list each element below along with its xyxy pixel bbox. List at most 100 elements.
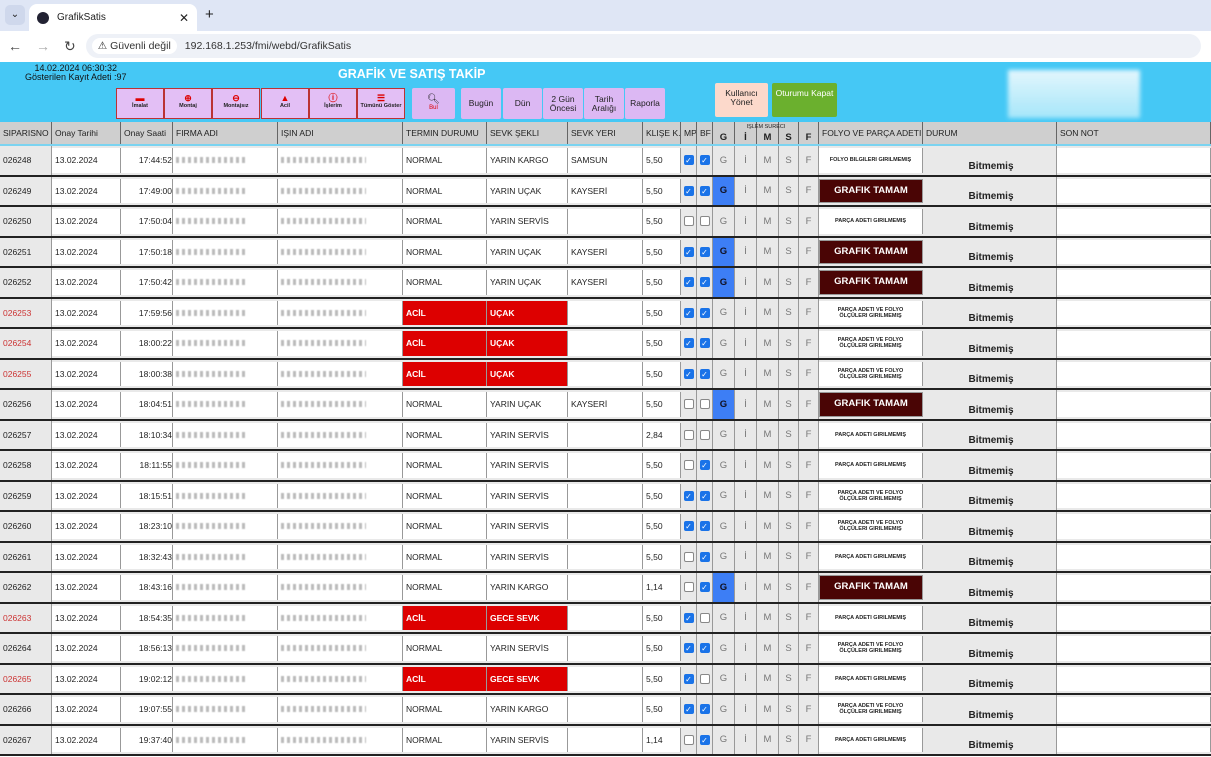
- shipping-location[interactable]: [568, 514, 643, 539]
- process-step-f[interactable]: F: [799, 176, 819, 205]
- job-name[interactable]: [278, 666, 403, 691]
- process-step-m[interactable]: M: [757, 359, 779, 388]
- company-name[interactable]: [173, 178, 278, 203]
- shipping-location[interactable]: [568, 575, 643, 600]
- forward-arrow-icon[interactable]: →: [36, 38, 50, 54]
- mp-checkbox[interactable]: ✓: [683, 490, 694, 501]
- cliche-count[interactable]: 5,50: [643, 453, 681, 478]
- process-step-f[interactable]: F: [799, 146, 819, 175]
- process-step-m[interactable]: M: [757, 695, 779, 724]
- process-step-m[interactable]: M: [757, 298, 779, 327]
- column-header[interactable]: FOLYO VE PARÇA ADETI: [819, 122, 923, 144]
- process-step-i[interactable]: İ: [735, 268, 757, 297]
- table-row[interactable]: 026258 13.02.2024 18:11:55 NORMAL YARIN SERV…: [0, 451, 1211, 482]
- process-step-g[interactable]: G: [713, 725, 735, 754]
- bf-checkbox-cell[interactable]: ✓: [697, 512, 713, 541]
- folyo-status[interactable]: PARÇA ADETI VE FOLYO ÖLÇÜLERI GIRILMEMIŞ: [819, 331, 923, 356]
- termin-status[interactable]: NORMAL: [403, 148, 487, 173]
- job-name[interactable]: [278, 422, 403, 447]
- process-step-s[interactable]: S: [779, 237, 799, 266]
- process-step-m[interactable]: M: [757, 512, 779, 541]
- mp-checkbox-cell[interactable]: ✓: [681, 634, 697, 663]
- grafik-tamam-badge[interactable]: GRAFIK TAMAM: [819, 270, 923, 295]
- process-step-i[interactable]: İ: [735, 176, 757, 205]
- process-step-g[interactable]: G: [713, 573, 735, 602]
- process-step-i[interactable]: İ: [735, 634, 757, 663]
- company-name[interactable]: [173, 453, 278, 478]
- table-row[interactable]: 026249 13.02.2024 17:49:00 NORMAL YARIN UÇAK…: [0, 176, 1211, 207]
- folyo-status[interactable]: PARÇA ADETI VE FOLYO ÖLÇÜLERI GIRILMEMIŞ: [819, 697, 923, 722]
- process-step-s[interactable]: S: [779, 268, 799, 297]
- bf-checkbox-cell[interactable]: ✓: [697, 176, 713, 205]
- shipping-location[interactable]: [568, 544, 643, 569]
- last-note[interactable]: [1057, 483, 1211, 508]
- termin-status[interactable]: NORMAL: [403, 575, 487, 600]
- shipping-location[interactable]: KAYSERİ: [568, 239, 643, 264]
- bf-checkbox[interactable]: ✓: [699, 246, 710, 257]
- filter-button-1[interactable]: ⊕ Montaj: [164, 88, 212, 119]
- termin-status[interactable]: NORMAL: [403, 453, 487, 478]
- job-name[interactable]: [278, 605, 403, 630]
- shipping-location[interactable]: [568, 422, 643, 447]
- process-step-i[interactable]: İ: [735, 359, 757, 388]
- search-button[interactable]: 🔍︎ Bul: [412, 88, 455, 119]
- last-note[interactable]: [1057, 361, 1211, 386]
- job-name[interactable]: [278, 300, 403, 325]
- column-header[interactable]: S: [779, 122, 799, 144]
- process-step-i[interactable]: İ: [735, 664, 757, 693]
- bf-checkbox-cell[interactable]: ✓: [697, 268, 713, 297]
- cliche-count[interactable]: 5,50: [643, 300, 681, 325]
- last-note[interactable]: [1057, 331, 1211, 356]
- last-note[interactable]: [1057, 544, 1211, 569]
- mp-checkbox-cell[interactable]: ✓: [681, 176, 697, 205]
- bf-checkbox-cell[interactable]: ✓: [697, 634, 713, 663]
- column-header[interactable]: SIPARISNO: [0, 122, 52, 144]
- bf-checkbox[interactable]: [699, 429, 710, 440]
- process-step-m[interactable]: M: [757, 420, 779, 449]
- process-step-i[interactable]: İ: [735, 298, 757, 327]
- folyo-status[interactable]: FOLYO BILGILERI GIRILMEMIŞ: [819, 148, 923, 173]
- mp-checkbox-cell[interactable]: [681, 725, 697, 754]
- bf-checkbox[interactable]: ✓: [699, 368, 710, 379]
- process-step-f[interactable]: F: [799, 359, 819, 388]
- job-name[interactable]: [278, 148, 403, 173]
- date-filter-button-3[interactable]: Tarih Aralığı: [584, 88, 624, 119]
- company-name[interactable]: [173, 575, 278, 600]
- job-name[interactable]: [278, 209, 403, 234]
- bf-checkbox-cell[interactable]: ✓: [697, 359, 713, 388]
- process-step-f[interactable]: F: [799, 237, 819, 266]
- table-row[interactable]: 026257 13.02.2024 18:10:34 NORMAL YARIN SERV…: [0, 420, 1211, 451]
- process-step-m[interactable]: M: [757, 664, 779, 693]
- process-step-s[interactable]: S: [779, 542, 799, 571]
- bf-checkbox-cell[interactable]: [697, 664, 713, 693]
- back-arrow-icon[interactable]: ←: [8, 38, 22, 54]
- process-step-i[interactable]: İ: [735, 695, 757, 724]
- company-name[interactable]: [173, 727, 278, 752]
- mp-checkbox-cell[interactable]: [681, 573, 697, 602]
- mp-checkbox[interactable]: ✓: [683, 368, 694, 379]
- browser-tab[interactable]: GrafikSatis ✕: [29, 4, 197, 31]
- company-name[interactable]: [173, 239, 278, 264]
- company-name[interactable]: [173, 514, 278, 539]
- cliche-count[interactable]: 5,50: [643, 361, 681, 386]
- job-name[interactable]: [278, 331, 403, 356]
- filter-button-2[interactable]: ⊖ Montajsız: [212, 88, 260, 119]
- job-name[interactable]: [278, 544, 403, 569]
- last-note[interactable]: [1057, 178, 1211, 203]
- shipping-location[interactable]: [568, 697, 643, 722]
- last-note[interactable]: [1057, 605, 1211, 630]
- mp-checkbox[interactable]: [683, 582, 694, 593]
- bf-checkbox[interactable]: [699, 673, 710, 684]
- process-step-f[interactable]: F: [799, 390, 819, 419]
- bf-checkbox[interactable]: ✓: [699, 643, 710, 654]
- bf-checkbox-cell[interactable]: ✓: [697, 695, 713, 724]
- last-note[interactable]: [1057, 239, 1211, 264]
- table-row[interactable]: 026253 13.02.2024 17:59:56 ACİL UÇAK 5,50 ✓ ✓ G İ…: [0, 298, 1211, 329]
- process-step-g[interactable]: G: [713, 603, 735, 632]
- cliche-count[interactable]: 5,50: [643, 178, 681, 203]
- cliche-count[interactable]: 5,50: [643, 605, 681, 630]
- job-name[interactable]: [278, 727, 403, 752]
- mp-checkbox[interactable]: ✓: [683, 185, 694, 196]
- process-step-i[interactable]: İ: [735, 237, 757, 266]
- folyo-status[interactable]: PARÇA ADETI GIRILMEMIŞ: [819, 209, 923, 234]
